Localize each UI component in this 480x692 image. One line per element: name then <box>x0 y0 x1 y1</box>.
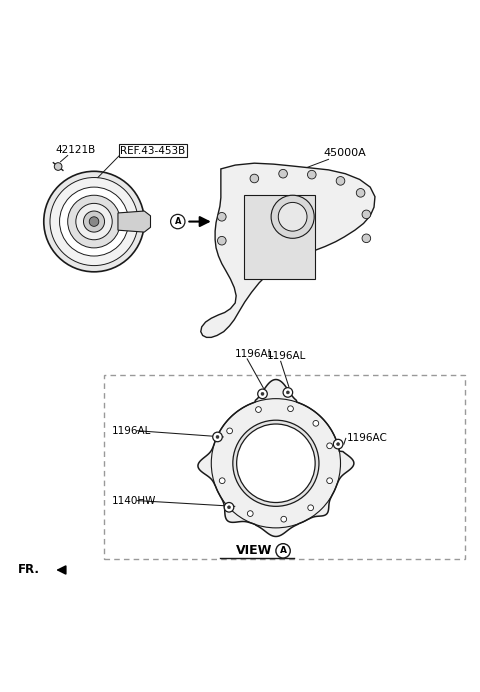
Polygon shape <box>198 379 354 536</box>
Circle shape <box>224 502 234 512</box>
Circle shape <box>89 217 99 226</box>
Circle shape <box>278 203 307 231</box>
Text: 1196AL: 1196AL <box>235 349 275 359</box>
Text: 42121B: 42121B <box>56 145 96 154</box>
Circle shape <box>327 443 333 448</box>
Circle shape <box>356 188 365 197</box>
Circle shape <box>258 389 267 399</box>
Circle shape <box>233 420 319 507</box>
Polygon shape <box>201 163 375 338</box>
Text: VIEW: VIEW <box>236 545 273 557</box>
Circle shape <box>271 195 314 238</box>
Circle shape <box>336 176 345 185</box>
Text: 1196AL: 1196AL <box>267 352 307 361</box>
Circle shape <box>276 544 290 558</box>
Circle shape <box>255 407 261 412</box>
Circle shape <box>308 505 313 511</box>
Circle shape <box>362 210 371 219</box>
Circle shape <box>170 215 185 229</box>
Circle shape <box>287 391 289 394</box>
Text: 1140HW: 1140HW <box>112 495 156 506</box>
Circle shape <box>261 392 264 395</box>
Circle shape <box>313 421 319 426</box>
Polygon shape <box>118 211 151 232</box>
Circle shape <box>213 432 222 441</box>
Circle shape <box>216 435 219 439</box>
Circle shape <box>219 478 225 484</box>
Circle shape <box>50 178 138 266</box>
Circle shape <box>60 187 129 256</box>
Circle shape <box>279 170 288 178</box>
FancyBboxPatch shape <box>104 374 465 559</box>
Circle shape <box>288 406 293 412</box>
Circle shape <box>84 211 105 232</box>
Circle shape <box>237 424 315 502</box>
Circle shape <box>44 172 144 272</box>
Circle shape <box>217 212 226 221</box>
Circle shape <box>283 388 293 397</box>
Text: A: A <box>175 217 181 226</box>
Text: A: A <box>279 547 287 556</box>
Circle shape <box>333 439 343 449</box>
Circle shape <box>247 511 253 516</box>
Circle shape <box>362 234 371 243</box>
Circle shape <box>281 516 287 522</box>
Circle shape <box>336 443 340 446</box>
Circle shape <box>308 170 316 179</box>
Circle shape <box>54 163 62 170</box>
Circle shape <box>76 203 112 239</box>
Circle shape <box>227 428 232 434</box>
Text: 1196AL: 1196AL <box>112 426 152 436</box>
Text: FR.: FR. <box>17 563 39 576</box>
Text: 45000A: 45000A <box>324 148 367 158</box>
Circle shape <box>228 506 230 509</box>
Circle shape <box>217 237 226 245</box>
Text: REF.43-453B: REF.43-453B <box>120 146 186 156</box>
Circle shape <box>250 174 259 183</box>
FancyBboxPatch shape <box>244 195 315 279</box>
Circle shape <box>327 478 333 484</box>
Text: 1196AC: 1196AC <box>347 433 388 444</box>
Circle shape <box>68 195 120 248</box>
